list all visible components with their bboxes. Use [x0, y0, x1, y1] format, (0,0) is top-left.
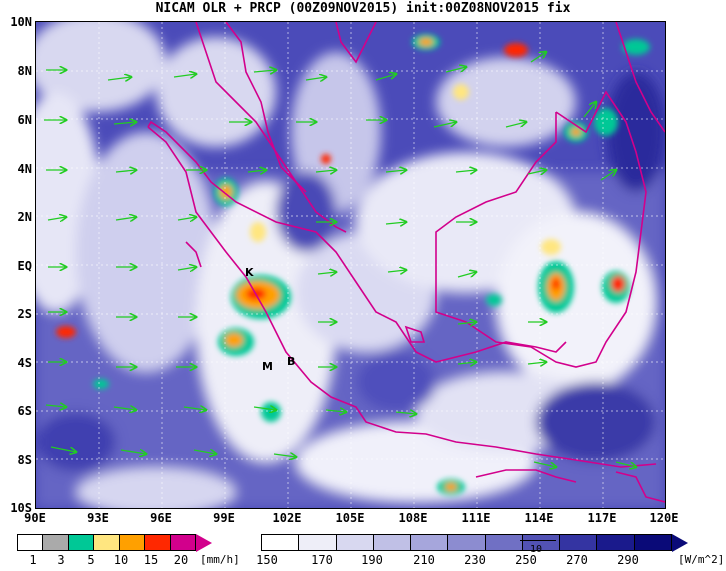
lat-label-eq: EQ: [17, 259, 32, 273]
lat-label-4s: 4S: [17, 356, 32, 370]
olr-label-190: 190: [361, 553, 383, 567]
wind-vectors: [44, 52, 636, 467]
prcp-colorbar-swatch: [17, 534, 44, 551]
precipitation-cells: [56, 34, 650, 495]
olr-unit-label: [W/m^2]: [678, 553, 725, 566]
olr-colorbar-swatch: [633, 534, 672, 551]
lon-label-108e: 108E: [398, 511, 428, 525]
lon-label-90e: 90E: [24, 511, 46, 525]
station-label-m: M: [262, 360, 273, 373]
olr-label-250: 250: [515, 553, 537, 567]
prcp-label-5: 5: [87, 553, 95, 567]
olr-label-150: 150: [256, 553, 278, 567]
lon-label-93e: 93E: [87, 511, 109, 525]
prcp-colorbar-swatch: [42, 534, 69, 551]
prcp-label-3: 3: [57, 553, 65, 567]
prcp-label-10: 10: [113, 553, 129, 567]
prcp-colorbar-swatch: [118, 534, 146, 551]
prcp-label-20: 20: [173, 553, 189, 567]
station-label-k: K: [245, 266, 254, 279]
coastlines: [147, 22, 665, 503]
prcp-unit-label: [mm/h]: [200, 553, 240, 566]
olr-colorbar-swatch: [261, 534, 300, 551]
lat-label-10s: 10S: [10, 501, 32, 515]
figure-title: NICAM OLR + PRCP (00Z09NOV2015) init:00Z…: [155, 1, 571, 16]
prcp-colorbar-swatch: [144, 534, 171, 551]
olr-colorbar-swatch: [484, 534, 523, 551]
prcp-label-15: 15: [143, 553, 159, 567]
prcp-colorbar-right-arrow: [196, 534, 212, 552]
lat-label-8n: 8N: [17, 64, 32, 78]
lat-label-8s: 8S: [17, 453, 32, 467]
olr-label-170: 170: [311, 553, 333, 567]
prcp-colorbar: [17, 534, 196, 551]
olr-colorbar: [261, 534, 672, 551]
station-label-b: B: [287, 355, 295, 368]
olr-colorbar-left-arrow: [246, 534, 262, 552]
lon-label-99e: 99E: [213, 511, 235, 525]
lat-label-2s: 2S: [17, 307, 32, 321]
olr-label-230: 230: [464, 553, 486, 567]
map-canvas: K M B: [36, 22, 665, 508]
lat-label-10n: 10N: [10, 15, 32, 29]
map-panel: K M B: [35, 21, 666, 509]
lon-label-117e: 117E: [587, 511, 617, 525]
olr-label-270: 270: [566, 553, 588, 567]
lon-label-114e: 114E: [524, 511, 554, 525]
prcp-colorbar-swatch: [169, 534, 196, 551]
prcp-colorbar-left-arrow: [2, 534, 18, 552]
olr-colorbar-right-arrow: [672, 534, 688, 552]
olr-colorbar-swatch: [410, 534, 449, 551]
lat-label-6n: 6N: [17, 113, 32, 127]
lon-label-120e: 120E: [649, 511, 679, 525]
olr-colorbar-swatch: [596, 534, 635, 551]
olr-colorbar-swatch: [335, 534, 374, 551]
lat-label-6s: 6S: [17, 404, 32, 418]
prcp-label-1: 1: [29, 553, 37, 567]
olr-label-290: 290: [617, 553, 639, 567]
olr-cloud-field: [36, 22, 665, 508]
olr-colorbar-swatch: [298, 534, 337, 551]
olr-colorbar-swatch: [372, 534, 412, 551]
reference-vector-label: 10: [530, 544, 543, 555]
olr-label-210: 210: [413, 553, 435, 567]
reference-vector: [520, 540, 556, 541]
lon-label-102e: 102E: [272, 511, 302, 525]
lat-label-2n: 2N: [17, 210, 32, 224]
prcp-colorbar-swatch: [67, 534, 95, 551]
lon-label-105e: 105E: [335, 511, 365, 525]
prcp-colorbar-swatch: [93, 534, 120, 551]
olr-colorbar-swatch: [447, 534, 486, 551]
lon-label-111e: 111E: [461, 511, 491, 525]
lat-label-4n: 4N: [17, 162, 32, 176]
lat-lon-grid: [36, 22, 665, 508]
lon-label-96e: 96E: [150, 511, 172, 525]
olr-colorbar-swatch: [559, 534, 598, 551]
